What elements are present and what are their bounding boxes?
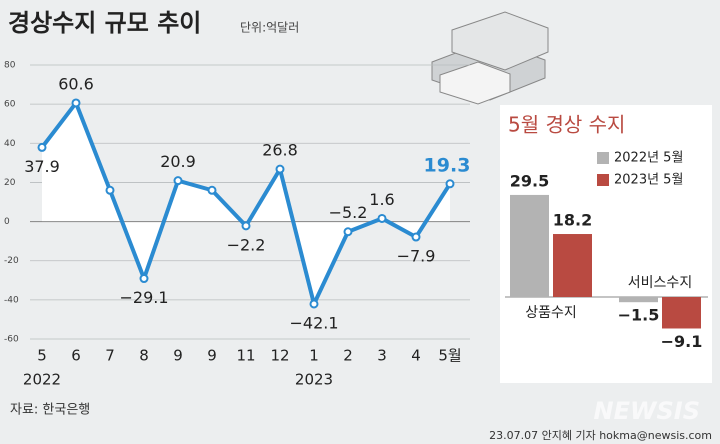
value-label: −7.9	[397, 247, 436, 266]
y-tick-label: -40	[4, 295, 19, 305]
bar	[510, 194, 549, 297]
point	[105, 185, 115, 195]
bar	[662, 297, 701, 329]
x-tick-label: 5	[37, 347, 47, 365]
y-tick-label: -20	[4, 256, 19, 266]
bar-value-label: 18.2	[553, 211, 592, 230]
point	[241, 221, 251, 231]
point	[71, 98, 81, 108]
x-tick-label: 6	[71, 347, 81, 365]
x-tick-label: 2	[343, 347, 353, 365]
value-label: −29.1	[119, 288, 168, 307]
point	[309, 299, 319, 309]
value-label: 37.9	[24, 157, 60, 176]
point	[173, 176, 183, 186]
point	[37, 142, 47, 152]
legend-swatch	[597, 152, 609, 164]
x-tick-label: 3	[377, 347, 387, 365]
value-label: 60.6	[58, 74, 94, 93]
value-label: 19.3	[424, 154, 471, 176]
legend-label: 2022년 5월	[614, 151, 683, 166]
title: 경상수지 규모 추이	[8, 9, 201, 37]
area	[42, 102, 450, 304]
bar-value-label: −1.5	[618, 306, 660, 325]
y-tick-label: 80	[4, 61, 16, 71]
y-tick-label: 60	[4, 100, 16, 110]
bar-title: 5월 경상 수지	[508, 113, 625, 137]
watermark: NEWSIS	[594, 397, 700, 425]
x-tick-label: 11	[236, 347, 255, 365]
year-label: 2023	[295, 371, 333, 389]
y-tick-label: 40	[4, 139, 16, 149]
value-label: 1.6	[369, 190, 394, 209]
value-label: 26.8	[262, 141, 298, 160]
value-label: −2.2	[227, 235, 266, 254]
year-label: 2022	[23, 371, 61, 389]
point	[139, 274, 149, 284]
unit: 단위:억달러	[240, 21, 299, 35]
money-icon	[431, 11, 549, 105]
source: 자료: 한국은행	[10, 402, 90, 418]
bar-value-label: 29.5	[510, 171, 549, 190]
x-tick-label: 9	[207, 347, 217, 365]
point	[207, 185, 217, 195]
value-label: 20.9	[160, 152, 196, 171]
x-tick-label: 5월	[438, 347, 461, 365]
credit: 23.07.07 안지혜 기자 hokma@newsis.com	[489, 429, 712, 442]
y-tick-label: 20	[4, 178, 16, 188]
value-label: −5.2	[329, 203, 368, 222]
x-tick-label: 1	[309, 347, 319, 365]
x-tick-label: 4	[411, 347, 421, 365]
x-tick-label: 7	[105, 347, 115, 365]
bar	[553, 234, 592, 297]
x-tick-label: 9	[173, 347, 183, 365]
value-label: −42.1	[289, 313, 338, 332]
legend-label: 2023년 5월	[614, 173, 683, 188]
bar-value-label: −9.1	[661, 332, 703, 351]
point	[275, 164, 285, 174]
x-tick-label: 8	[139, 347, 149, 365]
y-tick-label: -60	[4, 335, 19, 345]
bar	[619, 297, 658, 303]
legend-swatch	[597, 174, 609, 186]
bar-category-label: 상품수지	[525, 305, 577, 321]
point	[377, 213, 387, 223]
y-tick-label: 0	[4, 217, 10, 227]
bar-category-label: 서비스수지	[628, 275, 692, 291]
x-tick-label: 12	[270, 347, 289, 365]
point	[411, 232, 421, 242]
point	[445, 179, 455, 189]
point	[343, 227, 353, 237]
